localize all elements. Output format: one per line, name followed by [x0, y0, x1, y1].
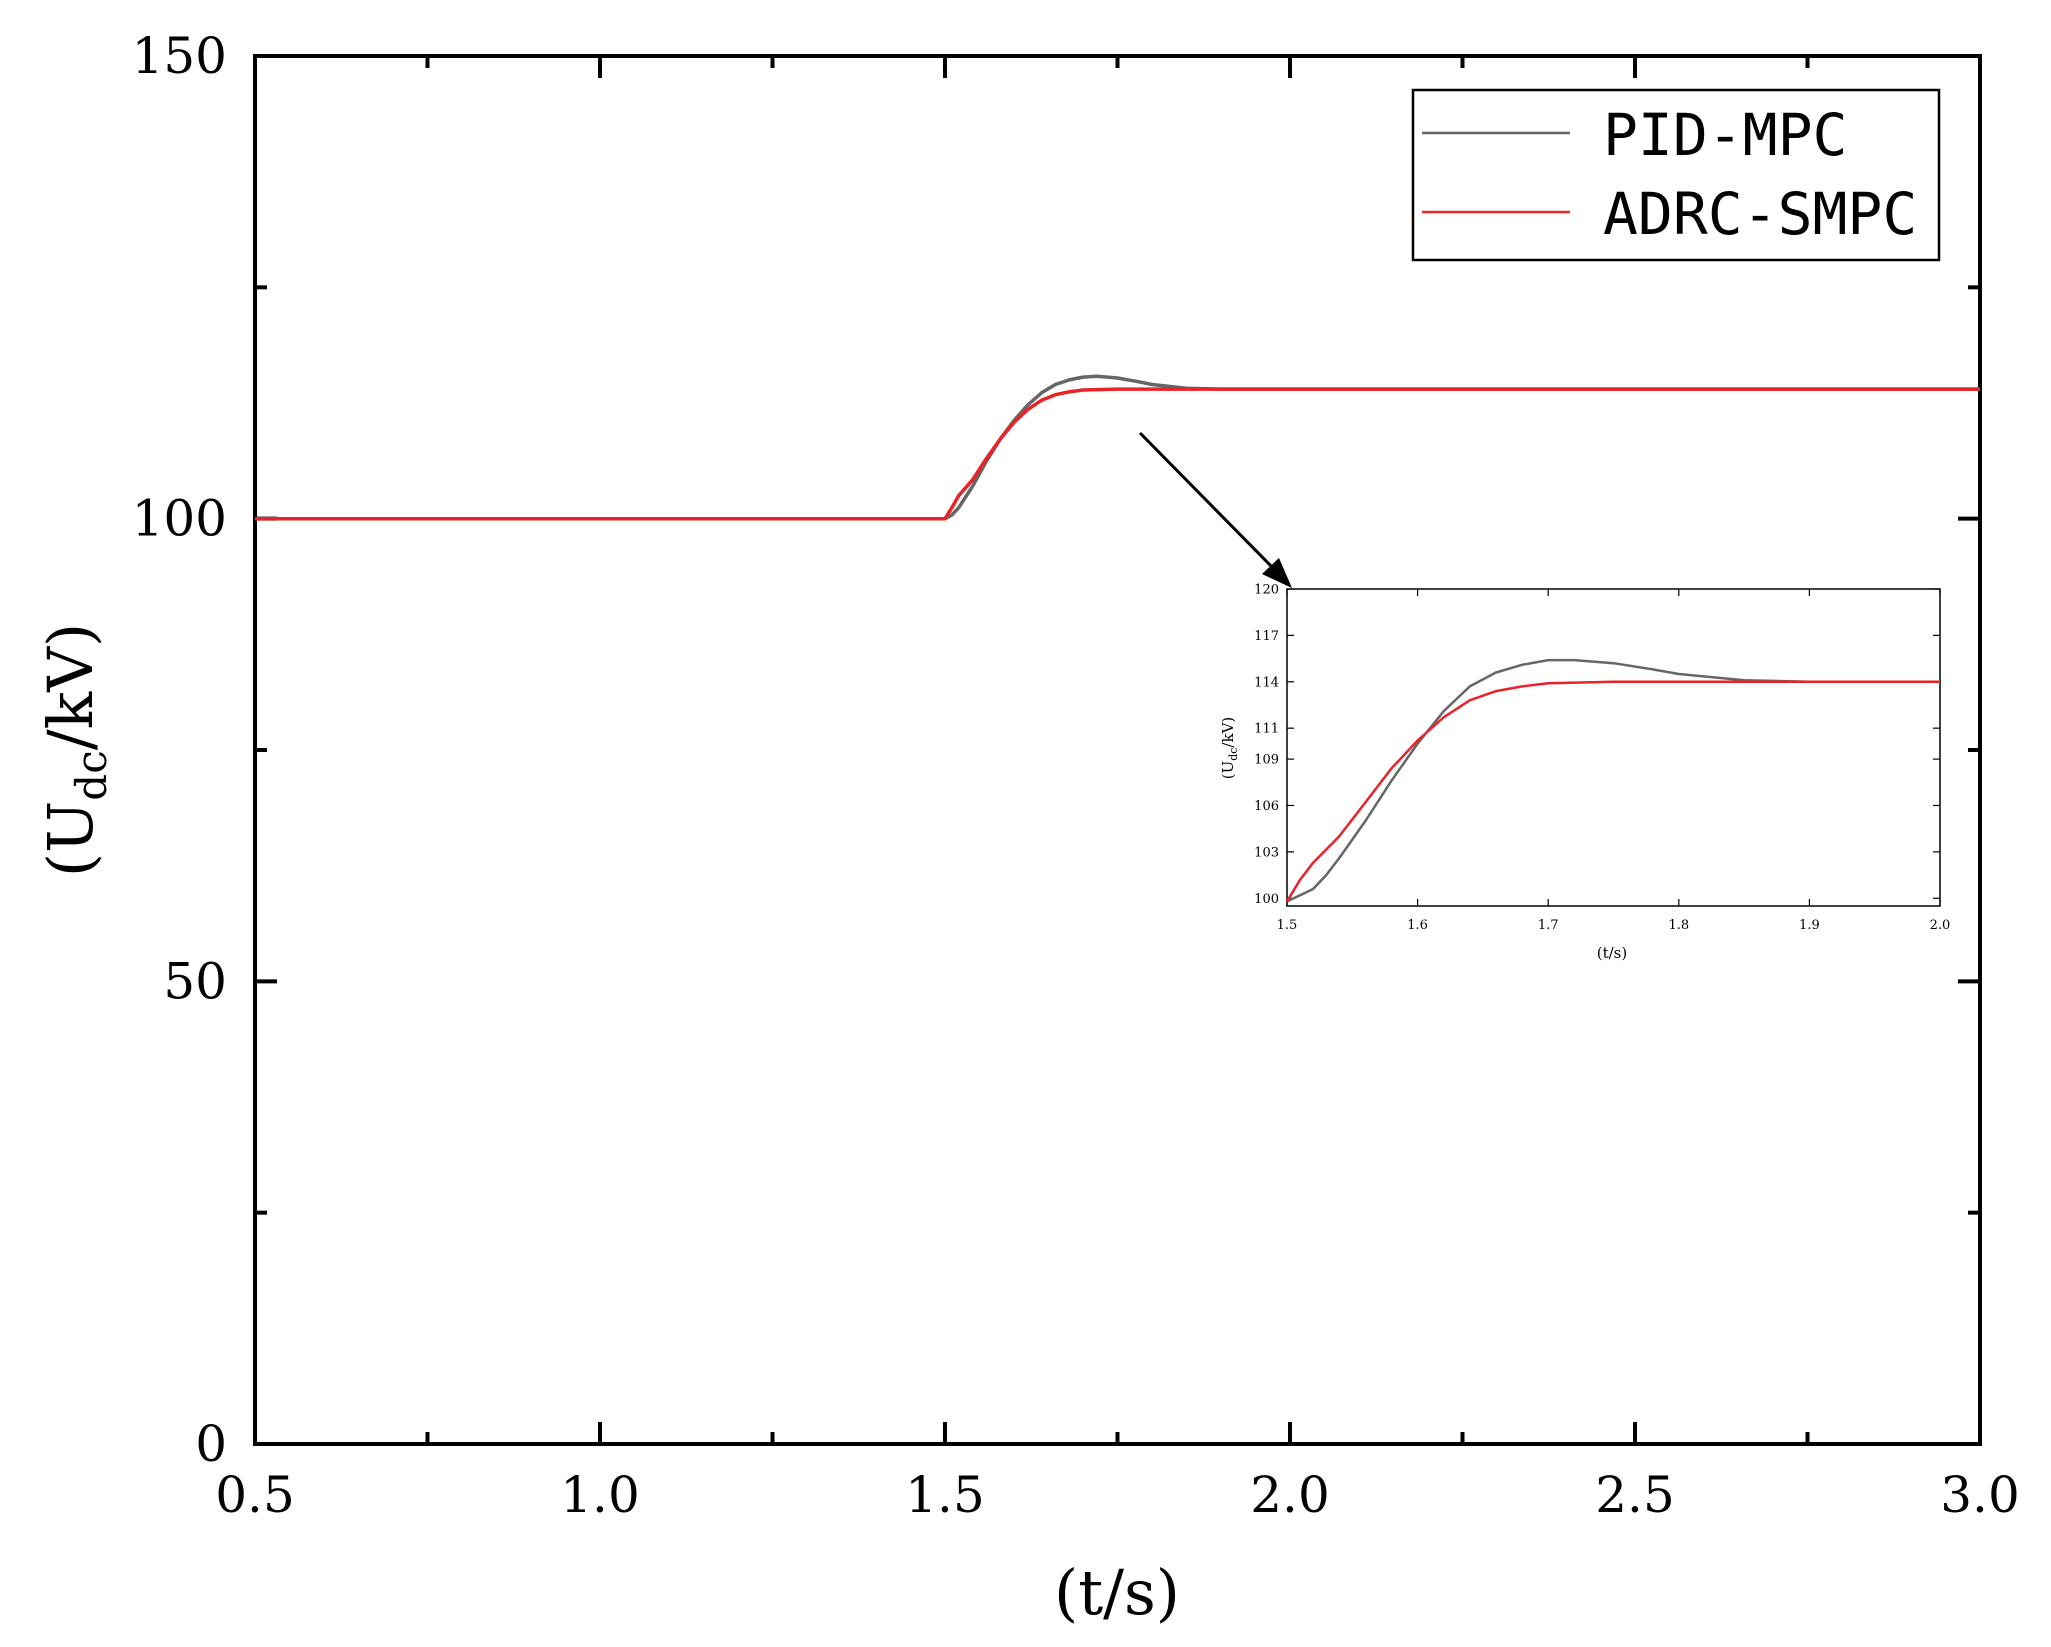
inset-y-axis-title: (Udc/kV) [1219, 717, 1240, 780]
inset-ticks: 1.5 1.6 1.7 1.8 1.9 2.0 100 103 106 109 111 114 117 1… [1254, 583, 1950, 934]
x-axis-title: (t/s) [1054, 1556, 1180, 1629]
inset-x-tick-label: 1.9 [1799, 918, 1820, 933]
inset-y-tick-label: 111 [1254, 722, 1279, 737]
main-ticks: 0.5 1.0 1.5 2.0 2.5 3.0 0 50 100 150 [132, 27, 2020, 1524]
inset-y-tick-label: 120 [1254, 583, 1279, 598]
inset-y-tick-label: 114 [1254, 675, 1279, 690]
inset-y-axis-title-main: (U [1219, 761, 1237, 780]
inset-x-tick-label: 1.8 [1668, 918, 1689, 933]
inset-plot-frame [1286, 588, 1941, 907]
inset-x-tick-label: 2.0 [1930, 918, 1951, 933]
y-tick-label: 150 [132, 27, 227, 85]
inset-y-axis-title-tail: /kV) [1219, 717, 1237, 748]
main-series-line-pid-mpc [255, 374, 1980, 521]
inset-y-tick-label: 109 [1254, 753, 1279, 768]
legend: PID-MPC ADRC-SMPC [1411, 88, 1941, 262]
inset-y-tick-label: 103 [1254, 845, 1279, 860]
x-tick-label: 1.0 [560, 1466, 640, 1524]
x-tick-label: 2.5 [1595, 1466, 1675, 1524]
legend-label-pid-mpc: PID-MPC [1603, 101, 1847, 169]
y-tick-label: 0 [195, 1415, 227, 1473]
inset-series-line-pid-mpc [1286, 658, 1940, 903]
zoom-arrow [1138, 431, 1292, 588]
inset-y-tick-label: 100 [1254, 892, 1279, 907]
zoom-arrow-head [1262, 558, 1292, 588]
inset-x-tick-label: 1.6 [1407, 918, 1428, 933]
x-tick-label: 1.5 [905, 1466, 985, 1524]
inset-y-tick-label: 106 [1254, 799, 1279, 814]
y-axis-title-main: (U [34, 801, 107, 877]
x-tick-label: 2.0 [1250, 1466, 1330, 1524]
x-tick-label: 3.0 [1940, 1466, 2020, 1524]
legend-label-adrc-smpc: ADRC-SMPC [1603, 180, 1917, 248]
zoom-arrow-shaft [1138, 431, 1277, 572]
inset-series [1285, 658, 1940, 903]
inset-y-tick-label: 117 [1254, 629, 1279, 644]
x-tick-label: 0.5 [215, 1466, 295, 1524]
inset-y-axis-title-sub: dc [1227, 748, 1240, 761]
inset-x-axis-title: (t/s) [1597, 944, 1627, 962]
main-series [255, 374, 1980, 521]
y-axis-title-sub: dc [67, 750, 116, 800]
legend-box [1411, 88, 1941, 262]
y-axis-title: (Udc/kV) [34, 623, 116, 877]
inset-x-tick-label: 1.7 [1538, 918, 1559, 933]
y-axis-title-tail: /kV) [34, 623, 107, 750]
main-series-line-adrc-smpc [255, 387, 1980, 521]
y-tick-label: 100 [132, 490, 227, 548]
y-tick-label: 50 [163, 952, 227, 1010]
inset-x-tick-label: 1.5 [1277, 918, 1298, 933]
inset-series-line-adrc-smpc [1285, 680, 1940, 903]
